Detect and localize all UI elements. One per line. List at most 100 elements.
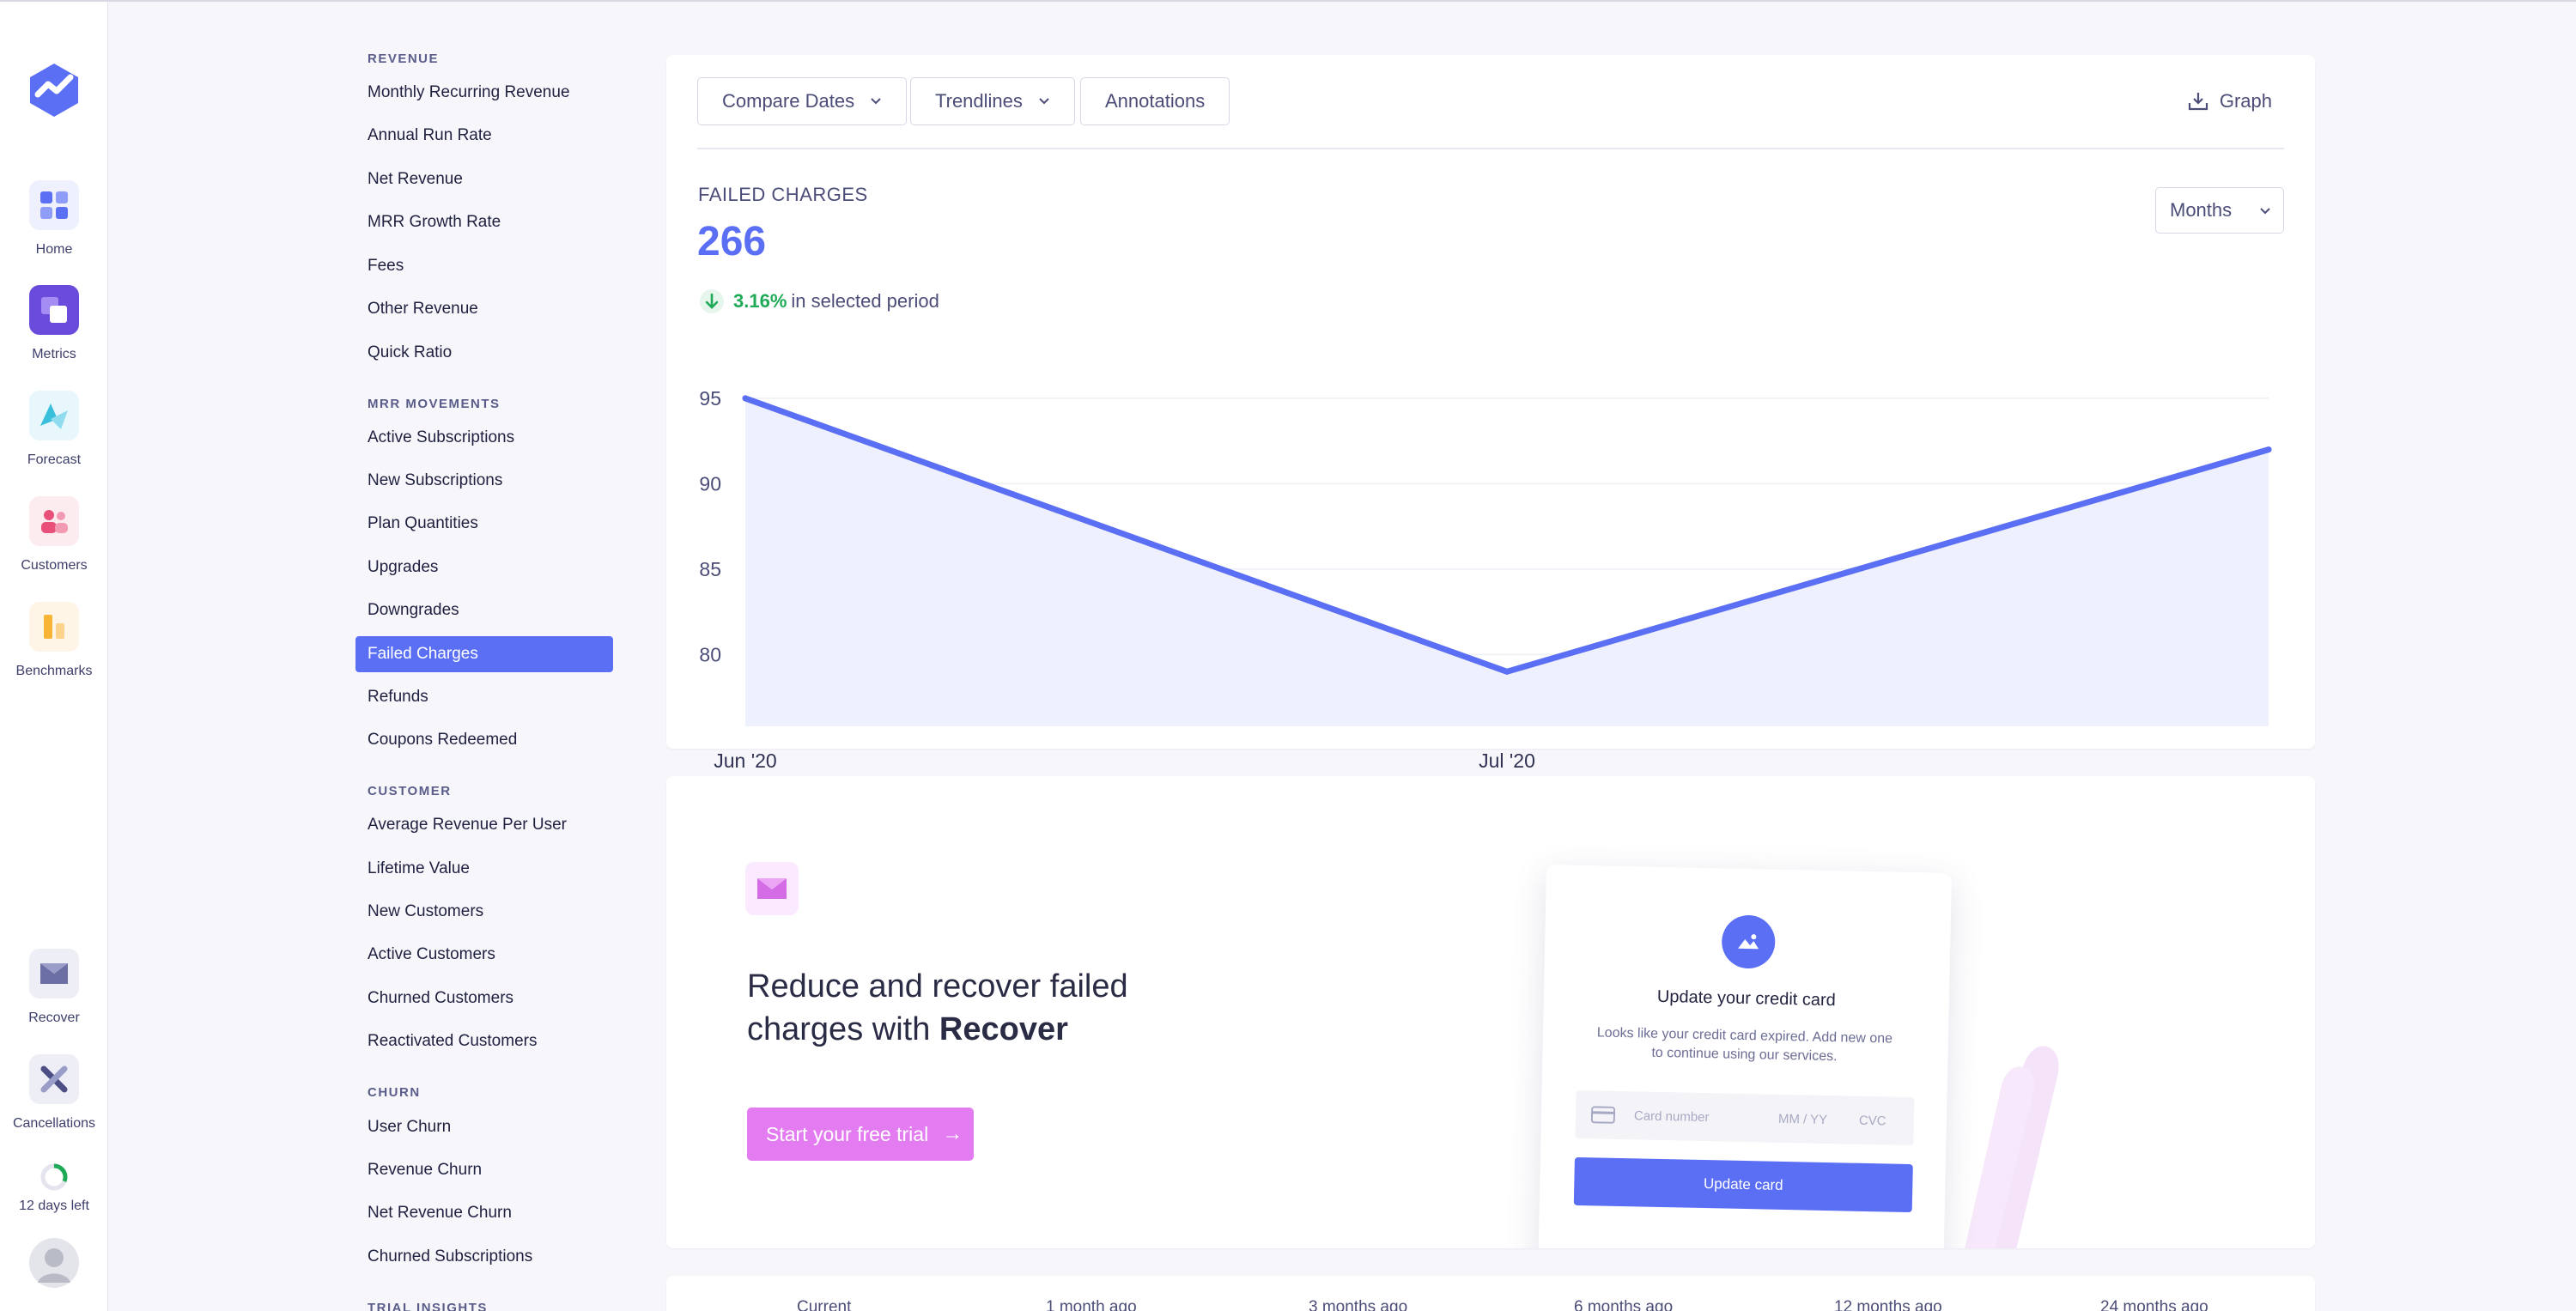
update-card-button: Update card	[1573, 1156, 1913, 1213]
card-subtitle: Looks like your credit card expired. Add…	[1596, 1025, 1893, 1065]
trial-status[interactable]: 12 days left	[0, 1162, 108, 1214]
area-fill	[745, 398, 2269, 726]
avatar-icon	[29, 1238, 79, 1288]
column-header: 12 months ago	[1834, 1298, 1942, 1311]
period-select-value: Months	[2170, 199, 2233, 221]
nav-item-revenue-churn[interactable]: Revenue Churn	[368, 1161, 483, 1179]
column-header: 6 months ago	[1574, 1298, 1674, 1311]
metrics-icon	[29, 285, 79, 335]
annotations-label: Annotations	[1105, 90, 1206, 112]
metric-change: 3.16% in selected period	[699, 288, 939, 314]
download-icon	[2188, 93, 2208, 111]
trendlines-button[interactable]: Trendlines	[910, 77, 1075, 125]
chevron-down-icon	[871, 98, 881, 105]
user-avatar[interactable]	[0, 1238, 108, 1288]
nav-item-coupons-redeemed[interactable]: Coupons Redeemed	[368, 731, 518, 749]
nav-item-fees[interactable]: Fees	[368, 257, 404, 275]
credit-card-mockup: Update your credit card Looks like your …	[1538, 865, 1952, 1248]
card-title: Update your credit card	[1656, 986, 1837, 1011]
nav-item-failed-charges[interactable]: Failed Charges	[355, 636, 613, 672]
nav-item-new-subscriptions[interactable]: New Subscriptions	[368, 471, 503, 489]
baremetrics-logo-icon[interactable]	[26, 62, 82, 118]
nav-item-user-churn[interactable]: User Churn	[368, 1118, 452, 1136]
recover-promo-card: Reduce and recover failed charges with R…	[666, 776, 2315, 1248]
y-tick-label: 85	[699, 558, 721, 580]
x-tick-label: Jul '20	[1479, 750, 1535, 772]
customers-icon	[29, 496, 79, 546]
column-header: 24 months ago	[2100, 1298, 2208, 1311]
rail-item-home[interactable]: Home	[0, 180, 108, 258]
nav-item-net-revenue-churn[interactable]: Net Revenue Churn	[368, 1204, 512, 1222]
nav-item-other-revenue[interactable]: Other Revenue	[368, 300, 478, 318]
toolbar-divider	[697, 148, 2284, 149]
y-tick-label: 95	[699, 387, 721, 410]
rail-item-benchmarks[interactable]: Benchmarks	[0, 602, 108, 679]
rail-item-metrics[interactable]: Metrics	[0, 285, 108, 362]
card-number-field: Card number MM / YY CVC	[1575, 1089, 1915, 1146]
compare-dates-label: Compare Dates	[722, 90, 855, 112]
nav-section-customer: CUSTOMER	[368, 784, 452, 798]
trendlines-label: Trendlines	[935, 90, 1023, 112]
nav-item-quick-ratio[interactable]: Quick Ratio	[368, 343, 453, 361]
data-point	[742, 395, 749, 402]
change-text: in selected period	[791, 290, 939, 312]
chart-card: Compare Dates Trendlines Annotations Gra…	[666, 55, 2315, 772]
y-tick-label: 90	[699, 472, 721, 495]
arrow-down-icon	[700, 289, 724, 313]
nav-item-upgrades[interactable]: Upgrades	[368, 558, 439, 576]
nav-item-churned-subscriptions[interactable]: Churned Subscriptions	[368, 1247, 533, 1265]
trial-days-left: 12 days left	[19, 1199, 89, 1213]
nav-item-arr[interactable]: Annual Run Rate	[368, 126, 492, 144]
nav-item-arpu[interactable]: Average Revenue Per User	[368, 816, 567, 834]
decorative-shape	[1965, 1046, 2059, 1248]
nav-section-trial-insights: TRIAL INSIGHTS	[368, 1301, 488, 1311]
trial-progress-icon	[40, 1163, 68, 1191]
nav-item-churned-customers[interactable]: Churned Customers	[368, 989, 514, 1007]
nav-item-active-subscriptions[interactable]: Active Subscriptions	[368, 428, 515, 446]
nav-item-refunds[interactable]: Refunds	[368, 688, 428, 706]
nav-item-new-customers[interactable]: New Customers	[368, 902, 484, 920]
recover-headline-strong: Recover	[939, 1011, 1068, 1047]
benchmarks-icon	[29, 602, 79, 652]
nav-item-plan-quantities[interactable]: Plan Quantities	[368, 514, 478, 532]
nav-item-ltv[interactable]: Lifetime Value	[368, 859, 470, 877]
nav-item-net-revenue[interactable]: Net Revenue	[368, 170, 463, 188]
nav-item-downgrades[interactable]: Downgrades	[368, 601, 459, 619]
nav-item-mrr-growth[interactable]: MRR Growth Rate	[368, 213, 501, 231]
rail-label: Recover	[28, 1011, 80, 1025]
graph-label: Graph	[2219, 90, 2272, 112]
expiry-placeholder: MM / YY	[1777, 1111, 1828, 1128]
nav-item-active-customers[interactable]: Active Customers	[368, 945, 495, 963]
graph-download-button[interactable]: Graph	[2174, 77, 2284, 125]
failed-charges-chart[interactable]: 95 90 85 80 Jun '20 Jul '20	[666, 381, 2315, 776]
arrow-right-icon: →	[942, 1122, 963, 1145]
y-tick-label: 80	[699, 643, 721, 665]
home-icon	[29, 180, 79, 230]
column-header: 3 months ago	[1309, 1298, 1408, 1311]
start-free-trial-button[interactable]: Start your free trial →	[747, 1108, 974, 1161]
x-tick-label: Jun '20	[714, 750, 776, 772]
recover-icon	[29, 949, 79, 998]
rail-label: Forecast	[27, 452, 82, 467]
metric-title: FAILED CHARGES	[698, 184, 868, 205]
rail-item-customers[interactable]: Customers	[0, 496, 108, 574]
annotations-button[interactable]: Annotations	[1080, 77, 1230, 125]
rail-item-cancellations[interactable]: Cancellations	[0, 1054, 108, 1132]
nav-item-mrr[interactable]: Monthly Recurring Revenue	[368, 83, 570, 101]
nav-section-mrr-movements: MRR MOVEMENTS	[368, 397, 501, 411]
rail-item-recover[interactable]: Recover	[0, 949, 108, 1026]
period-select[interactable]: Months	[2155, 187, 2284, 234]
comparison-table: Current 1 month ago 3 months ago 6 month…	[666, 1276, 2315, 1311]
forecast-icon	[29, 391, 79, 440]
data-point	[2265, 446, 2272, 453]
cvc-placeholder: CVC	[1858, 1113, 1886, 1129]
nav-item-reactivated-customers[interactable]: Reactivated Customers	[368, 1032, 538, 1050]
data-point	[1504, 668, 1510, 675]
rail-item-forecast[interactable]: Forecast	[0, 391, 108, 468]
recover-headline: Reduce and recover failed charges with R…	[747, 965, 1228, 1051]
metric-value: 266	[697, 219, 767, 264]
app-rail: Home Metrics Forecast C	[0, 2, 108, 1311]
compare-dates-button[interactable]: Compare Dates	[697, 77, 908, 125]
nav-section-revenue: REVENUE	[368, 52, 440, 66]
column-header: 1 month ago	[1046, 1298, 1137, 1311]
